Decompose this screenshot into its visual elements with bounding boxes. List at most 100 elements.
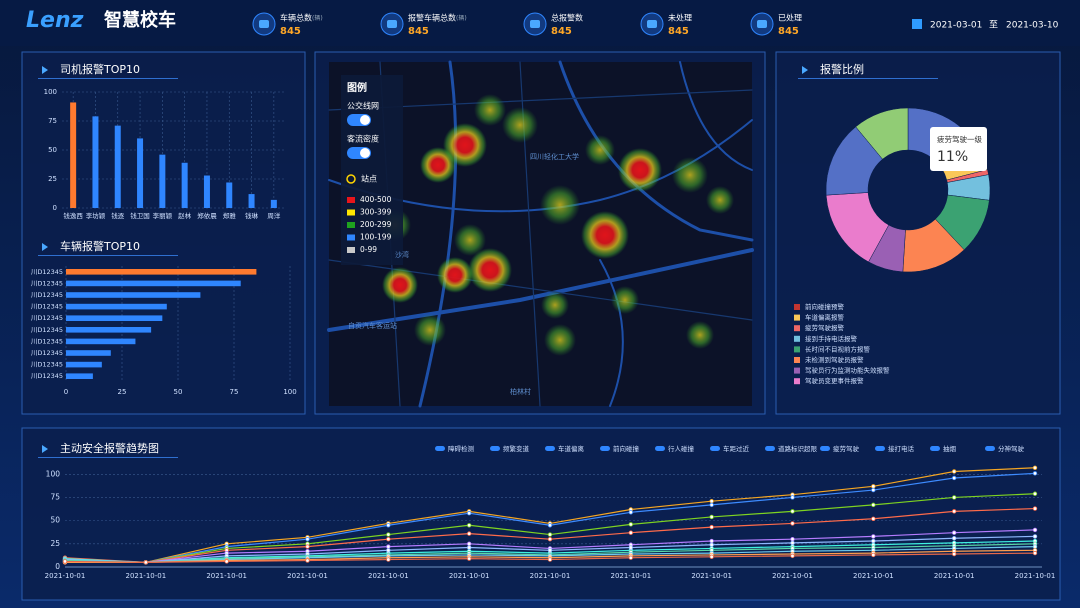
- point: [386, 536, 391, 542]
- legend-swatch: [794, 304, 800, 310]
- bar: [181, 162, 188, 208]
- y-tick-label: 50: [50, 516, 60, 525]
- y-tick-label: 川D12345: [31, 268, 63, 276]
- x-tick-label: 钱逸西: [63, 211, 83, 220]
- point: [790, 509, 795, 514]
- y-tick-label: 50: [48, 146, 57, 154]
- point: [790, 540, 795, 546]
- bar: [66, 361, 102, 368]
- legend-label: 未检测到驾驶员报警: [805, 355, 864, 364]
- panel-title: 车辆报警TOP10: [60, 239, 140, 253]
- title-underline: [798, 78, 938, 79]
- date-sep: 至: [989, 20, 998, 31]
- range-label: 100-199: [360, 233, 392, 242]
- bar: [66, 315, 163, 321]
- tooltip-name: 疲劳驾驶一级: [937, 134, 982, 144]
- point: [871, 516, 876, 521]
- toggle-label: 客流密度: [347, 134, 379, 144]
- bar: [159, 154, 166, 208]
- stat-value: 845: [408, 26, 429, 37]
- x-tick-label: 2021-10-01: [45, 572, 86, 580]
- legend-swatch: [794, 335, 800, 342]
- point: [871, 538, 876, 544]
- point: [709, 514, 714, 520]
- point: [466, 523, 472, 528]
- bar: [66, 292, 201, 298]
- x-tick-label: 2021-10-01: [691, 572, 732, 580]
- legend-marker: [600, 446, 610, 451]
- range-label: 300-399: [360, 208, 392, 217]
- point: [1032, 534, 1038, 539]
- y-tick-label: 25: [50, 539, 60, 548]
- bar: [66, 350, 111, 356]
- stat-icon-glyph: [647, 20, 657, 28]
- point: [143, 560, 149, 565]
- map-place: 四川轻化工大学: [530, 152, 579, 161]
- legend-label: 车道偏离报警: [805, 313, 845, 322]
- legend-swatch: [794, 378, 800, 385]
- tooltip: [930, 127, 987, 171]
- left-panel: [21, 51, 306, 415]
- x-tick-label: 李坊颖: [86, 211, 106, 220]
- stat-icon-glyph: [259, 20, 269, 28]
- point: [547, 536, 553, 542]
- point: [790, 495, 795, 500]
- stat-value: 845: [280, 26, 301, 37]
- point: [1032, 491, 1038, 496]
- stat-label: 总报警数: [551, 13, 583, 23]
- point: [790, 536, 795, 542]
- pie-slice: [855, 107, 909, 160]
- x-tick-label: 2021-10-01: [287, 572, 328, 580]
- bottom-panel: [21, 427, 1061, 601]
- station-label: 站点: [361, 174, 377, 184]
- point: [951, 509, 957, 514]
- legend-swatch: [794, 346, 800, 353]
- bar: [248, 194, 255, 208]
- bar: [114, 125, 121, 208]
- stat-unit: (辆): [456, 14, 467, 22]
- legend-label: 行人碰撞: [668, 444, 695, 453]
- y-tick-label: 川D12345: [31, 361, 63, 369]
- legend-label: 车距过近: [723, 444, 750, 453]
- point: [386, 557, 391, 562]
- point: [871, 502, 876, 508]
- legend-label: 长时间不目视前方报警: [805, 344, 871, 353]
- legend-marker: [710, 446, 720, 451]
- legend-swatch: [794, 357, 800, 363]
- legend-label: 抽烟: [943, 444, 957, 453]
- range-swatch: [347, 234, 355, 241]
- x-tick-label: 75: [230, 388, 239, 396]
- x-tick-label: 2021-10-01: [125, 572, 166, 580]
- bar: [70, 102, 77, 208]
- point: [466, 556, 472, 561]
- point: [951, 469, 957, 474]
- stat-unit: (辆): [312, 14, 323, 22]
- toggle-knob[interactable]: [360, 148, 370, 158]
- point: [871, 534, 876, 539]
- x-tick-label: 周洋: [267, 211, 281, 220]
- range-swatch: [347, 197, 355, 203]
- legend-marker: [930, 446, 940, 451]
- point: [466, 531, 472, 536]
- bar: [203, 175, 210, 208]
- toggle-knob[interactable]: [360, 115, 370, 125]
- y-tick-label: 川D12345: [31, 279, 63, 287]
- map: [327, 60, 754, 408]
- range-label: 0-99: [360, 245, 377, 254]
- point: [547, 532, 553, 537]
- x-tick-label: 0: [64, 388, 68, 396]
- x-tick-label: 2021-10-01: [368, 572, 409, 580]
- point: [709, 538, 714, 544]
- app-title: 智慧校车: [104, 9, 176, 31]
- legend-label: 分神驾驶: [998, 444, 1025, 453]
- x-tick-label: 2021-10-01: [772, 572, 813, 580]
- y-tick-label: 川D12345: [31, 337, 63, 345]
- legend-marker: [435, 446, 445, 451]
- y-tick-label: 75: [48, 117, 57, 125]
- x-tick-label: 赵林: [178, 211, 192, 220]
- point: [386, 523, 391, 528]
- bar: [66, 327, 152, 333]
- legend-marker: [985, 446, 995, 451]
- point: [1032, 527, 1038, 533]
